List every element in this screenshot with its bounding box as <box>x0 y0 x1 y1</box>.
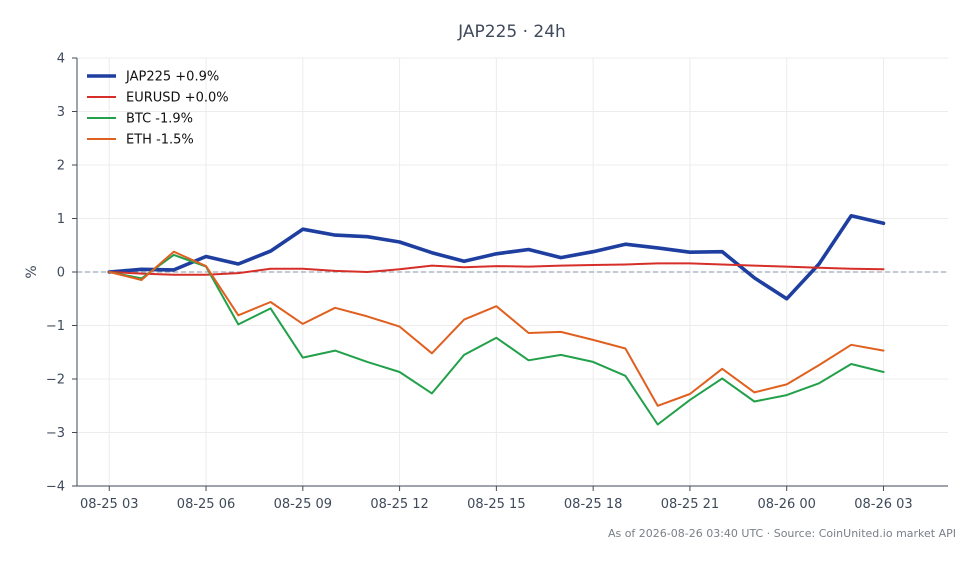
series-lines <box>107 214 886 426</box>
series-line <box>108 250 885 407</box>
y-tick-label: 0 <box>57 266 65 281</box>
x-tick-label: 08-25 21 <box>661 497 719 512</box>
series-line <box>107 214 886 301</box>
x-tick-label: 08-26 00 <box>757 497 815 512</box>
y-tick-label: 3 <box>57 105 65 120</box>
series-line <box>108 262 885 276</box>
legend-label: EURUSD +0.0% <box>126 91 229 106</box>
legend-label: BTC -1.9% <box>126 112 193 127</box>
y-tick-label: −3 <box>46 426 65 441</box>
y-tick-label: 2 <box>57 159 65 174</box>
y-tick-label: −1 <box>46 319 65 334</box>
legend-label: JAP225 +0.9% <box>125 70 219 85</box>
legend-label: ETH -1.5% <box>126 133 194 148</box>
y-tick-label: −4 <box>46 480 65 495</box>
series-line <box>108 253 885 426</box>
axes: −4 −3 −2 −1 0 1 2 3 4 08-25 03 08-25 06 08-25 09 08-… <box>46 52 948 512</box>
chart-title: JAP225 · 24h <box>457 22 566 42</box>
legend: JAP225 +0.9% EURUSD +0.0% BTC -1.9% ETH -1.… <box>87 70 229 148</box>
x-tick-label: 08-25 15 <box>467 497 525 512</box>
y-tick-label: −2 <box>46 373 65 388</box>
x-tick-label: 08-25 18 <box>564 497 622 512</box>
x-tick-label: 08-25 06 <box>177 497 235 512</box>
y-tick-label: 1 <box>57 212 65 227</box>
x-tick-label: 08-25 12 <box>370 497 428 512</box>
x-tick-label: 08-26 03 <box>854 497 912 512</box>
source-note: As of 2026-08-26 03:40 UTC · Source: Coi… <box>608 527 956 540</box>
x-tick-label: 08-25 03 <box>80 497 138 512</box>
y-axis-label: % <box>24 265 40 278</box>
y-tick-label: 4 <box>57 52 65 67</box>
x-tick-label: 08-25 09 <box>274 497 332 512</box>
